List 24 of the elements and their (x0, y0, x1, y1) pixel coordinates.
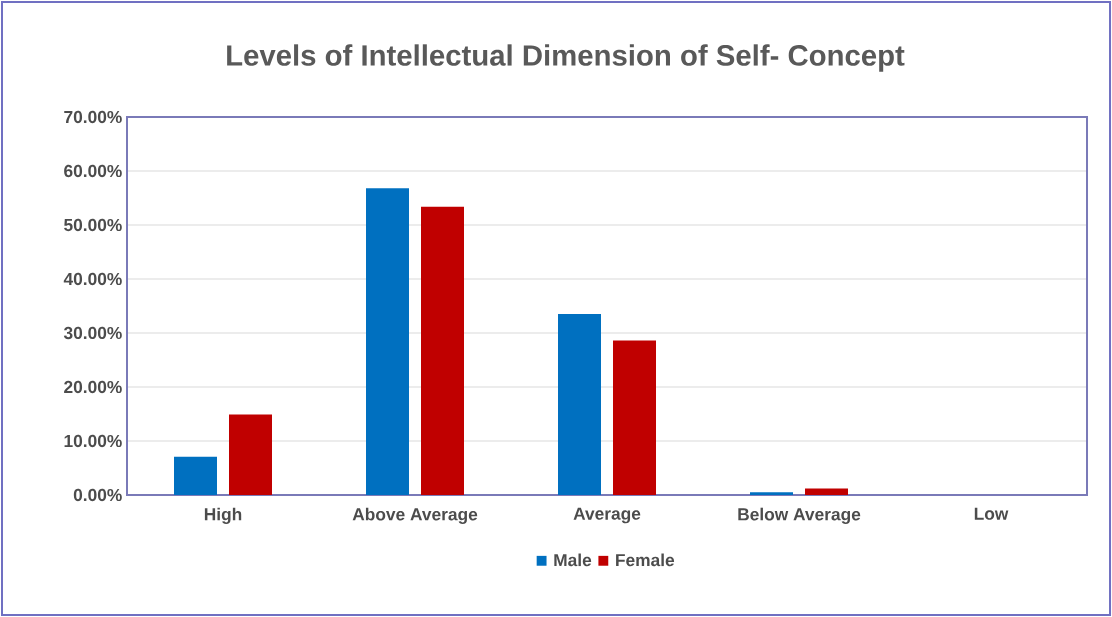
bar (421, 206, 464, 495)
x-tick-label: Average (573, 507, 641, 524)
y-tick-label: 40.00% (63, 272, 122, 286)
bar (366, 188, 409, 495)
bar (613, 340, 657, 495)
legend-label: Male (554, 553, 592, 567)
bar (750, 492, 794, 495)
bar (805, 488, 849, 495)
x-tick-label: High (204, 507, 242, 524)
chart-title: Levels of Intellectual Dimension of Self- Concept (227, 44, 905, 72)
y-tick-label: 70.00% (64, 110, 122, 124)
y-tick-label: 50.00% (64, 218, 122, 232)
y-tick-label: 0.00% (73, 488, 122, 502)
bar (229, 414, 272, 495)
y-tick-label: 20.00% (64, 380, 122, 394)
bar (558, 314, 601, 495)
x-tick-label: Below Average (738, 507, 861, 524)
bar (174, 456, 217, 495)
y-tick-label: 30.00% (63, 326, 122, 340)
y-tick-label: 60.00% (64, 164, 122, 178)
x-tick-label: Low (974, 507, 1009, 520)
legend-label: Female (616, 553, 675, 567)
x-tick-label: Above Average (352, 507, 478, 524)
y-tick-label: 10.00% (64, 434, 122, 448)
